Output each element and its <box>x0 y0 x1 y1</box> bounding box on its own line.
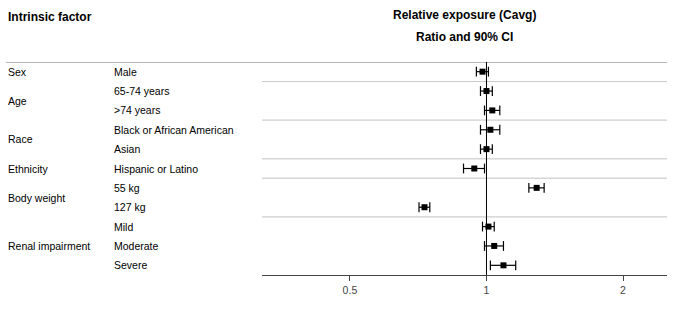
svg-text:0.5: 0.5 <box>343 284 358 296</box>
svg-text:1: 1 <box>484 284 490 296</box>
svg-text:Male: Male <box>114 66 137 78</box>
svg-text:127 kg: 127 kg <box>114 201 146 213</box>
svg-text:Body weight: Body weight <box>8 192 65 204</box>
svg-text:Moderate: Moderate <box>114 240 159 252</box>
svg-text:Sex: Sex <box>8 66 27 78</box>
svg-text:Relative exposure (Cavg): Relative exposure (Cavg) <box>393 8 536 22</box>
svg-text:Renal impairment: Renal impairment <box>8 240 90 252</box>
svg-text:Race: Race <box>8 133 33 145</box>
svg-text:Asian: Asian <box>114 143 140 155</box>
svg-text:>74 years: >74 years <box>114 104 160 116</box>
svg-text:Intrinsic factor: Intrinsic factor <box>8 10 92 24</box>
svg-text:Ratio and 90% CI: Ratio and 90% CI <box>416 30 513 44</box>
svg-text:2: 2 <box>620 284 626 296</box>
svg-text:Hispanic or Latino: Hispanic or Latino <box>114 163 198 175</box>
svg-text:Severe: Severe <box>114 259 147 271</box>
svg-text:Mild: Mild <box>114 221 133 233</box>
svg-text:Black or African American: Black or African American <box>114 124 234 136</box>
svg-text:Ethnicity: Ethnicity <box>8 163 48 175</box>
svg-text:55 kg: 55 kg <box>114 182 140 194</box>
svg-text:Age: Age <box>8 95 27 107</box>
svg-text:65-74 years: 65-74 years <box>114 85 169 97</box>
